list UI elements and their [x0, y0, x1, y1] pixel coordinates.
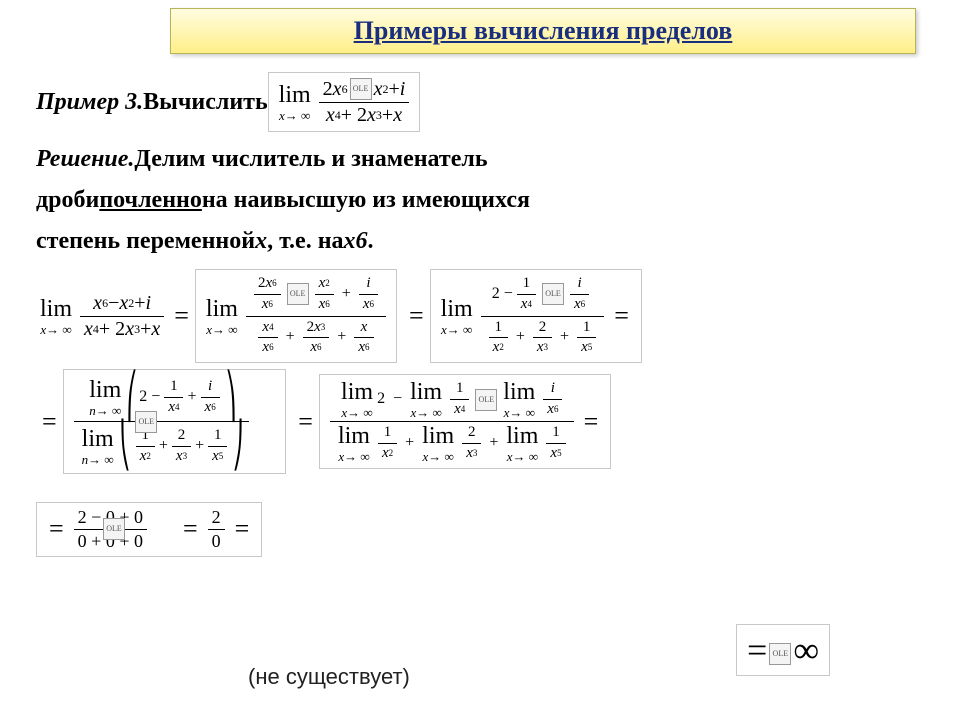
lim-label: lim — [422, 424, 454, 448]
lim-label: lim — [410, 380, 442, 404]
title-bar: Примеры вычисления пределов — [170, 8, 916, 54]
math-row-3: = 2 − 0 + 0 0 + 0 + 0 OLE = 2 0 = — [36, 502, 924, 557]
lim-sub: x→ ∞ — [507, 450, 538, 463]
final-simp-den: 0 — [208, 531, 225, 552]
l4c: . — [368, 228, 374, 255]
equals: = — [584, 407, 599, 437]
ole-icon: OLE — [103, 518, 125, 540]
ole-icon: OLE — [769, 643, 791, 665]
equals: = — [42, 407, 57, 437]
lim-label: lim — [338, 424, 370, 448]
ole-icon: OLE — [475, 389, 497, 411]
l3a: дроби — [36, 187, 99, 214]
expr-main: lim x→ ∞ 2x6 OLE x2 + i x4 + 2x3 + x — [268, 72, 421, 132]
equals: = — [183, 514, 198, 544]
lim-label: lim — [82, 427, 114, 451]
equals: = — [235, 514, 250, 544]
result-infinity: =OLE∞ — [736, 624, 830, 676]
equals: = — [298, 407, 313, 437]
lim-sub: x→ ∞ — [423, 450, 454, 463]
lim-label: lim — [40, 297, 72, 321]
lim-sub: x→ ∞ — [410, 406, 441, 419]
ole-icon: OLE — [542, 283, 564, 305]
lim-sub: x→ ∞ — [279, 109, 310, 122]
lim-label: lim — [279, 83, 311, 107]
slide: Примеры вычисления пределов Пример 3. Вы… — [0, 0, 960, 720]
l4x6: x6 — [344, 228, 368, 255]
step1-rhs: limx→ ∞ 2 − 1x4 OLE ix6 1x2 + 2x3 + — [430, 269, 642, 363]
ole-icon: OLE — [287, 283, 309, 305]
lim-sub: x→ ∞ — [504, 406, 535, 419]
example-label: Пример 3. — [36, 89, 143, 116]
l3c: на наивысшую из имеющихся — [202, 187, 530, 214]
body: Пример 3. Вычислить lim x→ ∞ 2x6 OLE x2 … — [36, 62, 924, 563]
lim-sub: x→ ∞ — [40, 323, 71, 336]
lim-label: lim — [506, 424, 538, 448]
lim-sub: x→ ∞ — [441, 323, 472, 336]
slide-title: Примеры вычисления пределов — [354, 16, 733, 46]
line-3: дроби почленно на наивысшую из имеющихся — [36, 187, 924, 214]
math-row-2: = limn→ ∞ ⎛ 2 − 1x4 + ix6 ⎞ limn→ ∞ — [36, 369, 924, 474]
line-1-text: Вычислить — [143, 89, 268, 116]
lim-label: lim — [89, 378, 121, 402]
step1-lhs: limx→ ∞ x6 − x2 + i x4 + 2x3 + x — [36, 292, 168, 341]
lim-label: lim — [503, 380, 535, 404]
step3: limx→ ∞ 2 − limx→ ∞ 1x4 OLE limx→ ∞ ix6 … — [319, 374, 611, 469]
line-1: Пример 3. Вычислить lim x→ ∞ 2x6 OLE x2 … — [36, 72, 924, 132]
lim-label: lim — [341, 380, 373, 404]
lim-label: lim — [441, 297, 473, 321]
ole-icon: OLE — [350, 78, 372, 100]
line-4: степень переменной x , т.е. на x6 . — [36, 228, 924, 255]
l4x: x — [255, 228, 267, 255]
lim-sub: x→ ∞ — [341, 406, 372, 419]
final-box: = 2 − 0 + 0 0 + 0 + 0 OLE = 2 0 = — [36, 502, 262, 557]
equals: = — [409, 301, 424, 331]
lim-sub-n: n→ ∞ — [82, 453, 114, 466]
l3b: почленно — [99, 187, 202, 214]
lim-label: lim — [206, 297, 238, 321]
line-2: Решение. Делим числитель и знаменатель — [36, 146, 924, 173]
line-2-text: Делим числитель и знаменатель — [134, 146, 487, 173]
lim-sub: x→ ∞ — [338, 450, 369, 463]
lim-sub: x→ ∞ — [206, 323, 237, 336]
l4a: степень переменной — [36, 228, 255, 255]
equals: = — [49, 514, 64, 544]
solution-label: Решение. — [36, 146, 134, 173]
note-not-exist: (не существует) — [248, 664, 410, 690]
l4b: , т.е. на — [267, 228, 343, 255]
main-fraction: 2x6 OLE x2 + i x4 + 2x3 + x — [319, 77, 410, 127]
lim-sub-n: n→ ∞ — [89, 404, 121, 417]
step1-mid: limx→ ∞ 2x6x6 OLE x2x6 + ix6 x4x6 + 2x3x… — [195, 269, 397, 363]
step2: limn→ ∞ ⎛ 2 − 1x4 + ix6 ⎞ limn→ ∞ ⎝ 1x2 … — [63, 369, 287, 474]
equals: = — [614, 301, 629, 331]
final-simp-num: 2 — [208, 507, 225, 528]
math-row-1: limx→ ∞ x6 − x2 + i x4 + 2x3 + x = limx→… — [36, 269, 924, 363]
ole-icon: OLE — [135, 411, 157, 433]
equals: = — [174, 301, 189, 331]
lim: lim x→ ∞ — [279, 83, 311, 122]
